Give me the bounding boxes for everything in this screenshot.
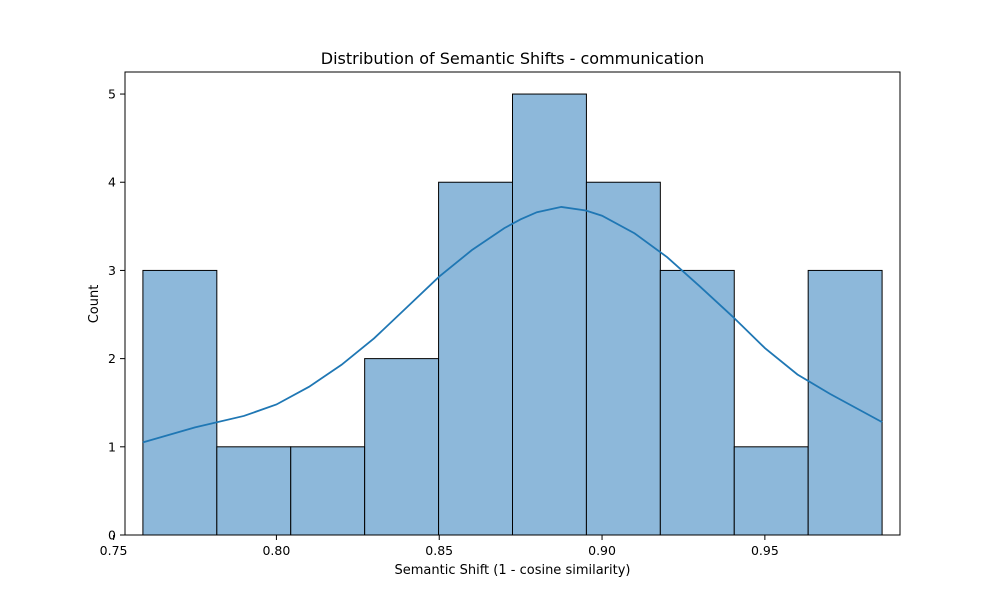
- y-tick-label: 0: [108, 528, 116, 543]
- plot-frame: [124, 71, 901, 536]
- y-axis-label: Count: [87, 285, 102, 324]
- histogram-bar-3: [290, 446, 366, 536]
- x-tick-label: 0.75: [100, 543, 128, 558]
- histogram-bar-8: [659, 269, 735, 536]
- y-tick-label: 2: [108, 351, 116, 366]
- histogram-bars: [142, 93, 883, 536]
- y-tick-label: 3: [108, 263, 116, 278]
- y-tick-label: 1: [108, 439, 116, 454]
- histogram-bar-7: [585, 181, 661, 536]
- histogram-bar-2: [216, 446, 292, 536]
- kde-curve: [142, 206, 883, 444]
- y-axis-ticks: 0 1 2 3 4 5: [108, 87, 125, 543]
- histogram-bar-5: [438, 181, 514, 536]
- x-tick-label: 0.80: [262, 543, 290, 558]
- histogram-bar-9: [733, 446, 809, 536]
- x-tick-label: 0.95: [751, 543, 779, 558]
- x-tick-label: 0.90: [588, 543, 616, 558]
- y-tick-label: 4: [108, 175, 116, 190]
- y-tick-label: 5: [108, 87, 116, 102]
- x-axis-ticks: 0.75 0.80 0.85 0.90 0.95: [100, 535, 779, 558]
- x-tick-label: 0.85: [425, 543, 453, 558]
- chart-title: Distribution of Semantic Shifts - commun…: [321, 49, 704, 68]
- histogram-bar-4: [364, 358, 440, 536]
- histogram-bar-1: [142, 269, 218, 536]
- x-axis-label: Semantic Shift (1 - cosine similarity): [395, 563, 631, 578]
- histogram-bar-6: [512, 93, 587, 536]
